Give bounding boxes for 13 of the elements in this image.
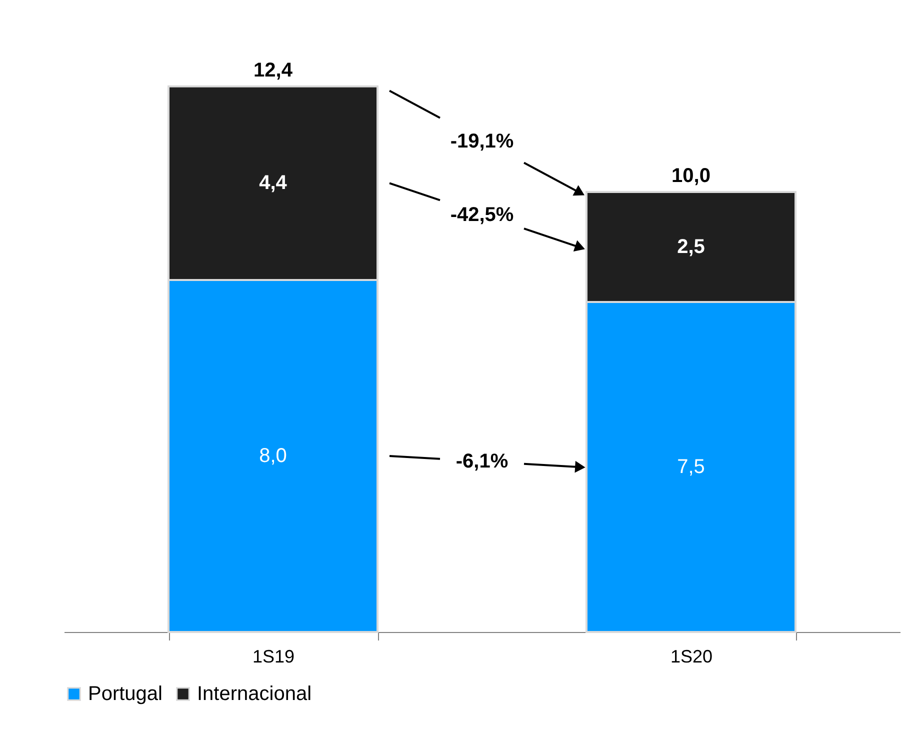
annotation: -6,1% bbox=[456, 450, 508, 472]
x-tick-label: 1S20 bbox=[670, 646, 713, 666]
legend-label: Internacional bbox=[197, 683, 312, 705]
data-label: 8,0 bbox=[259, 444, 287, 467]
annotation: -42,5% bbox=[450, 204, 514, 226]
total-label: 10,0 bbox=[672, 164, 710, 187]
total-label: 12,4 bbox=[254, 59, 294, 82]
data-label: 7,5 bbox=[677, 456, 705, 478]
data-label: 4,4 bbox=[259, 172, 288, 194]
x-tick-label: 1S19 bbox=[252, 646, 295, 666]
legend-label: Portugal bbox=[88, 683, 162, 705]
data-label: 2,5 bbox=[677, 236, 705, 258]
annotation: -19,1% bbox=[450, 130, 514, 152]
